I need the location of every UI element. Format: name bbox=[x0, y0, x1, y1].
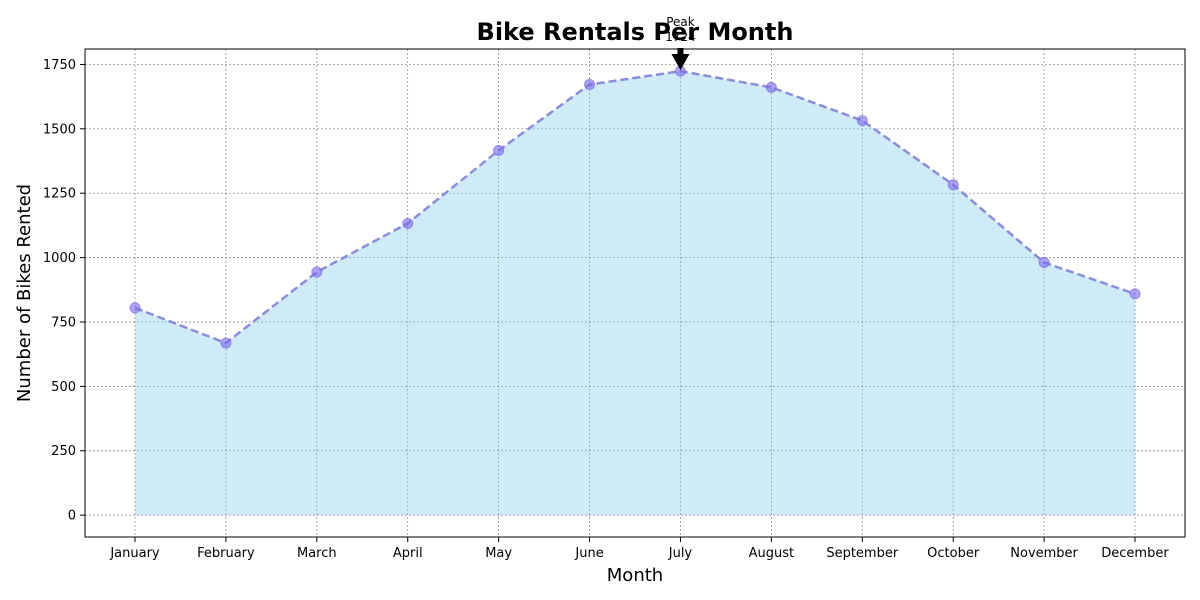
plot-frame bbox=[84, 48, 1186, 538]
annotation-line-1: Peak bbox=[666, 15, 695, 29]
y-tick-label: 1250 bbox=[43, 187, 76, 202]
data-point bbox=[947, 179, 959, 191]
x-tick-label: June bbox=[574, 546, 603, 561]
data-point bbox=[1129, 288, 1141, 300]
y-tick-label: 500 bbox=[51, 380, 76, 395]
chart-title: Bike Rentals Per Month bbox=[477, 18, 794, 46]
x-tick-label: October bbox=[927, 546, 980, 561]
x-tick-label: March bbox=[297, 546, 337, 561]
y-tick-label: 750 bbox=[51, 315, 76, 330]
x-tick-label: December bbox=[1101, 546, 1169, 561]
area-fill-layer bbox=[135, 71, 1135, 516]
data-point bbox=[311, 266, 323, 278]
annotation-line-2: 1724 bbox=[665, 30, 696, 44]
y-tick-label: 1500 bbox=[43, 122, 76, 137]
area-fill bbox=[135, 71, 1135, 516]
x-tick-label: May bbox=[485, 546, 512, 561]
x-tick-label: September bbox=[826, 546, 899, 561]
data-point bbox=[493, 144, 505, 156]
y-tick-label: 1750 bbox=[43, 58, 76, 73]
data-point bbox=[402, 217, 414, 229]
data-point-layer bbox=[129, 65, 1141, 349]
x-tick-label: January bbox=[109, 546, 160, 561]
series-line bbox=[134, 69, 1136, 345]
data-point bbox=[765, 81, 777, 93]
x-tick-label: April bbox=[393, 546, 423, 561]
annotation-arrow-shaft bbox=[677, 48, 684, 54]
data-point bbox=[1038, 256, 1050, 268]
annotation-arrow-head bbox=[671, 54, 690, 71]
x-tick-label: July bbox=[668, 546, 693, 561]
data-point bbox=[856, 115, 868, 127]
grid bbox=[85, 49, 1185, 537]
y-tick-label: 0 bbox=[68, 509, 76, 524]
y-tick-layer: 0 250 500 750 1000 1250 1500 1750 bbox=[43, 58, 85, 524]
x-tick-label: August bbox=[749, 546, 795, 561]
y-tick-label: 250 bbox=[51, 444, 76, 459]
x-tick-layer: January February March April May June July Augu… bbox=[109, 537, 1169, 561]
series-line-layer bbox=[134, 69, 1136, 345]
x-tick-label: November bbox=[1010, 546, 1078, 561]
data-point bbox=[129, 302, 141, 314]
x-tick-label: February bbox=[197, 546, 255, 561]
data-point bbox=[220, 337, 232, 349]
y-tick-label: 1000 bbox=[43, 251, 76, 266]
data-point bbox=[584, 79, 596, 91]
y-axis-label: Number of Bikes Rented bbox=[14, 184, 35, 402]
x-axis-label: Month bbox=[607, 565, 663, 586]
